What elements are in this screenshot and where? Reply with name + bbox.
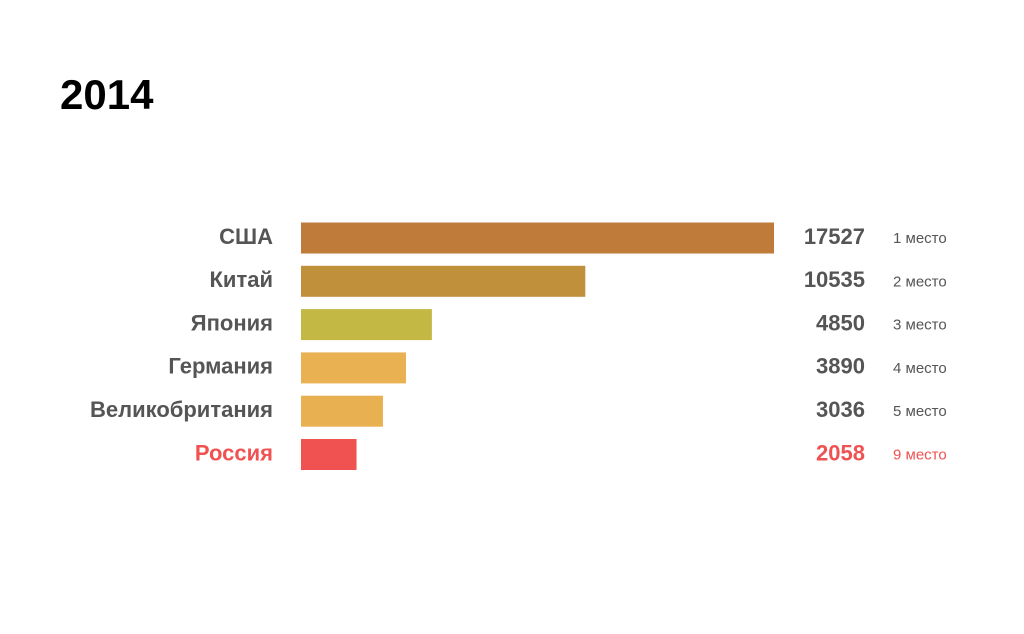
value-label: 3036 bbox=[816, 397, 865, 422]
value-label: 2058 bbox=[816, 440, 865, 465]
category-label: Россия bbox=[195, 440, 273, 465]
category-label: Германия bbox=[168, 354, 273, 379]
category-label: Япония bbox=[191, 310, 273, 335]
rank-label: 2 место bbox=[893, 273, 947, 290]
chart-title: 2014 bbox=[60, 71, 154, 118]
value-label: 10535 bbox=[804, 267, 865, 292]
rank-label: 4 место bbox=[893, 360, 947, 377]
bar bbox=[301, 439, 357, 470]
rank-label: 5 место bbox=[893, 403, 947, 420]
category-label: Великобритания bbox=[90, 397, 273, 422]
rank-label: 1 место bbox=[893, 230, 947, 247]
rank-label: 9 место bbox=[893, 446, 947, 463]
bar bbox=[301, 352, 406, 384]
bar bbox=[301, 222, 774, 254]
value-label: 17527 bbox=[804, 224, 865, 249]
category-label: Китай bbox=[210, 267, 274, 292]
value-label: 4850 bbox=[816, 310, 865, 335]
bar bbox=[301, 309, 432, 341]
category-label: США bbox=[219, 224, 273, 249]
bar bbox=[301, 265, 586, 297]
rank-label: 3 место bbox=[893, 317, 947, 334]
value-label: 3890 bbox=[816, 354, 865, 379]
bar bbox=[301, 395, 383, 427]
